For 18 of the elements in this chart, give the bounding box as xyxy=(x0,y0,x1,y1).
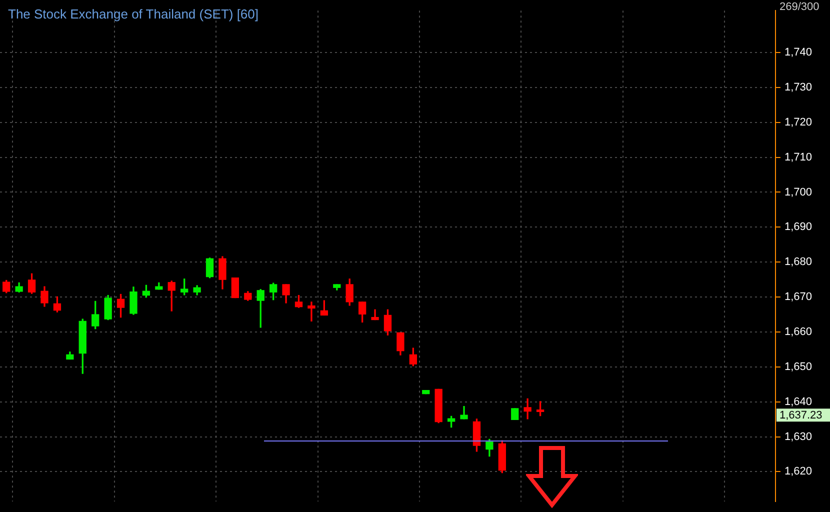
y-tick-label: 1,650 xyxy=(784,360,812,373)
candlestick xyxy=(231,278,240,298)
text: 1,637.23 xyxy=(779,410,822,422)
y-tick-label: 1,690 xyxy=(784,221,812,234)
chart-title: The Stock Exchange of Thailand (SET) [60] xyxy=(8,6,259,22)
y-tick-label: 1,670 xyxy=(784,291,812,304)
y-tick-label: 1,720 xyxy=(784,116,812,128)
y-tick-label: 1,700 xyxy=(784,186,812,198)
y-tick-label: 1,660 xyxy=(784,326,812,338)
y-tick-label: 1,730 xyxy=(784,81,812,94)
y-tick-label: 1,740 xyxy=(784,46,812,59)
candlestick xyxy=(511,408,519,420)
y-tick-label: 1,620 xyxy=(784,466,812,478)
y-tick-label: 1,680 xyxy=(784,256,812,268)
y-tick-label: 1,640 xyxy=(784,396,812,408)
y-tick-label: 1,710 xyxy=(784,151,812,164)
y-tick-label: 1,630 xyxy=(784,430,812,443)
text: 269/300 xyxy=(779,1,820,14)
